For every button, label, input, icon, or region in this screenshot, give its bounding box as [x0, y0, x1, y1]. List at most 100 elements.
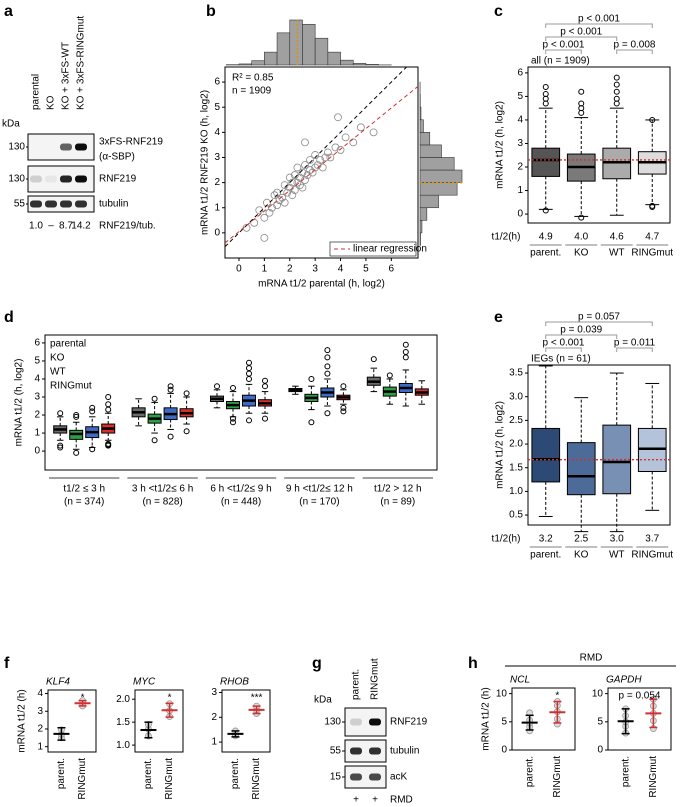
point: [313, 161, 322, 169]
outlier: [402, 354, 409, 361]
point: [331, 143, 340, 152]
y-tick-label: 0: [214, 228, 220, 239]
y-tick-label: 1: [517, 185, 523, 196]
point: [285, 173, 294, 182]
band-label: RNF219: [99, 174, 137, 185]
point: [283, 188, 292, 197]
y-tick-label: 3: [214, 152, 220, 163]
hist-bar: [340, 59, 354, 66]
point: [290, 186, 299, 195]
outlier: [324, 363, 331, 370]
annotation: R² = 0.85: [232, 73, 274, 84]
hist-bar: [419, 144, 442, 158]
plot-frame: [511, 687, 576, 751]
quant: 8.7: [59, 221, 73, 232]
y-tick-label: 5: [517, 91, 523, 102]
outlier: [246, 370, 252, 377]
point: [278, 193, 287, 202]
band: [350, 718, 362, 726]
significance-label: p = 0.008: [614, 40, 656, 51]
point: [275, 196, 284, 205]
y-tick-label: 4: [37, 688, 43, 699]
x-tick-label: 6: [389, 264, 395, 275]
quant: 1.0: [29, 221, 43, 232]
hist-bar: [419, 182, 458, 196]
panel-label: b: [206, 3, 216, 20]
x-tick-label: KO: [574, 550, 589, 561]
hist-bar: [251, 60, 265, 66]
marker-label: 55: [330, 746, 342, 757]
hist-bar: [327, 51, 341, 66]
x-tick-label: KO: [574, 248, 589, 259]
y-tick-label: 5: [214, 102, 220, 113]
annotation: *: [555, 691, 559, 702]
outlier: [262, 383, 268, 390]
point: [296, 173, 304, 182]
significance-label: p = 0.039: [560, 325, 602, 336]
band: [75, 143, 87, 151]
annotation: *: [168, 693, 172, 704]
halflife-value: 3.7: [645, 534, 659, 545]
outlier: [613, 81, 620, 88]
group-n: (n = 89): [380, 497, 415, 508]
outlier: [542, 91, 549, 98]
point: [260, 233, 269, 242]
outlier: [230, 384, 236, 391]
y-tick-label: 10: [496, 688, 508, 699]
outlier: [105, 406, 112, 413]
y-tick-label: 1.0: [116, 740, 130, 751]
panel-label: g: [312, 655, 322, 672]
significance-label: p < 0.001: [543, 338, 585, 349]
point: [273, 188, 281, 197]
band: [60, 200, 72, 208]
point: [301, 161, 309, 169]
y-tick-label: 1.0: [509, 486, 523, 497]
outlier: [246, 359, 252, 366]
outlier: [105, 394, 112, 401]
quant: –: [48, 221, 54, 232]
point: [349, 138, 358, 147]
y-axis-label: mRNA t1/2 RNF219 KO (h, log2): [200, 90, 211, 235]
band-label: RNF219: [390, 717, 428, 728]
y-tick-label: 4: [214, 127, 220, 138]
band: [60, 143, 72, 151]
point: [290, 171, 299, 179]
point: [311, 151, 320, 159]
significance-label: p = 0.011: [614, 338, 656, 349]
outlier: [402, 341, 409, 348]
plot-frame: [44, 334, 438, 471]
x-tick-label: t1/2 ≤ 3 h: [63, 484, 105, 495]
lane-label: parent.: [351, 669, 362, 700]
outlier: [340, 404, 347, 411]
significance-bracket: [545, 23, 653, 28]
point: [280, 198, 289, 207]
band-label: acK: [390, 772, 408, 783]
outlier: [370, 356, 377, 363]
x-tick-label: parent.: [143, 758, 154, 789]
y-tick-label: 3: [37, 706, 43, 717]
halflife-label: t1/2(h): [492, 232, 521, 243]
x-tick-label: 0: [236, 264, 242, 275]
x-tick-label: WT: [609, 550, 625, 561]
significance-bracket: [616, 347, 653, 352]
group-n: (n = 448): [221, 497, 261, 508]
hist-bar: [289, 19, 303, 66]
outlier: [167, 386, 174, 393]
y-tick-label: 3.5: [509, 368, 523, 379]
significance-bracket: [545, 36, 618, 41]
hist-bar: [419, 169, 463, 183]
outlier: [230, 415, 236, 422]
point: [306, 156, 314, 164]
point: [265, 208, 274, 217]
chart-title: KLF4: [46, 677, 70, 688]
halflife-value: 3.2: [539, 534, 553, 545]
outlier: [246, 375, 252, 382]
point: [303, 171, 312, 179]
point: [356, 123, 365, 132]
point: [301, 138, 309, 147]
y-tick-label: 6: [214, 77, 220, 88]
x-tick-label: parent.: [56, 758, 67, 789]
hist-bar: [352, 63, 367, 66]
outlier: [105, 440, 112, 447]
